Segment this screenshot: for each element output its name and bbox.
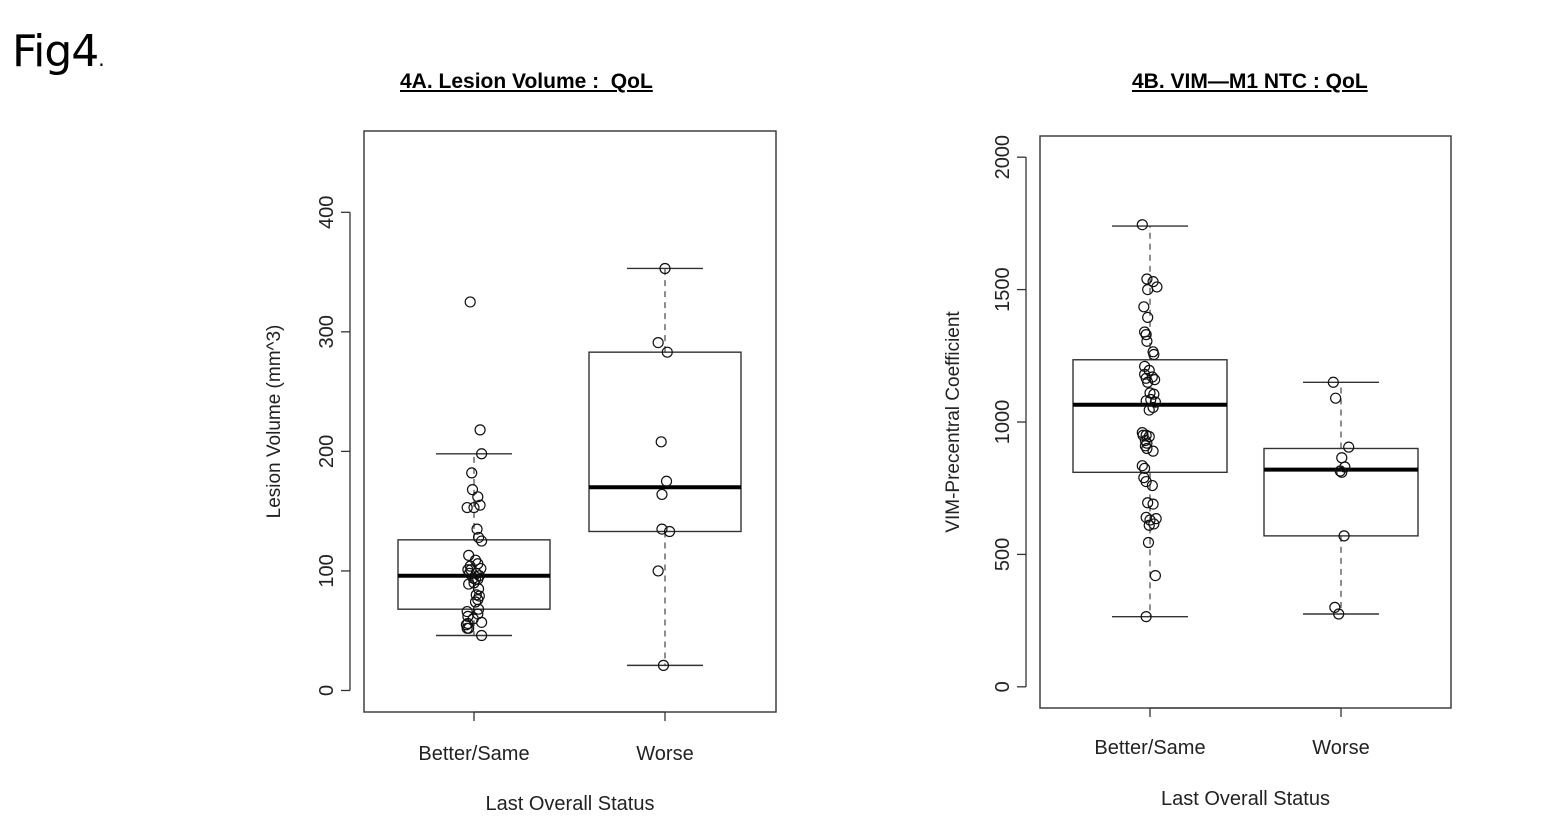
panel-b-y-tick-label: 1500	[992, 267, 1014, 312]
data-point	[1140, 329, 1152, 341]
panel-b-x-tick-label: Better/Same	[1094, 737, 1205, 759]
data-point	[1142, 536, 1155, 549]
data-point	[463, 578, 475, 590]
data-point	[1139, 440, 1151, 452]
panel-b-x-tick-label: Worse	[1312, 737, 1369, 759]
panel-a-y-axis-label: Lesion Volume (mm^3)	[264, 325, 285, 519]
data-point	[1329, 601, 1341, 613]
data-point	[476, 448, 488, 460]
data-point	[1149, 374, 1161, 386]
panel-a-x-tick-label: Better/Same	[418, 743, 529, 765]
data-point	[652, 565, 664, 577]
data-point	[474, 424, 486, 436]
panel-a-title: 4A. Lesion Volume : QoL	[400, 70, 653, 93]
panel-b-title: 4B. VIM—M1 NTC : QoL	[1132, 70, 1368, 93]
panel-b-box-worse	[1263, 381, 1419, 615]
panel-a-box-worse	[588, 267, 742, 667]
panel-b-x-axis-label: Last Overall Status	[1161, 788, 1330, 810]
data-point	[464, 296, 476, 308]
data-point	[659, 262, 671, 275]
data-point	[1141, 335, 1153, 347]
figure-label: Fig4.	[12, 26, 105, 77]
data-point	[469, 596, 482, 608]
data-point	[472, 531, 485, 544]
data-point	[1144, 514, 1156, 526]
data-point	[1149, 569, 1161, 582]
data-point	[657, 659, 670, 671]
data-point	[652, 336, 664, 349]
data-point	[656, 523, 668, 535]
data-point	[466, 484, 479, 496]
panel-a-y-tick-label: 300	[316, 315, 338, 348]
data-point	[660, 475, 673, 487]
data-point	[1343, 441, 1355, 453]
data-point	[1148, 518, 1160, 530]
data-point	[656, 488, 668, 501]
data-point	[1139, 434, 1151, 447]
data-point	[1141, 437, 1153, 449]
data-point	[1141, 273, 1153, 285]
data-point	[471, 523, 483, 535]
data-point	[661, 346, 673, 358]
data-point	[462, 610, 474, 622]
panel-a-y-tick-label: 0	[316, 685, 338, 696]
data-point	[472, 603, 485, 615]
iqr-box	[588, 351, 742, 533]
data-point	[1138, 301, 1150, 313]
panel-a-y-tick-label: 100	[316, 554, 338, 587]
data-point	[463, 622, 475, 634]
data-point	[1136, 219, 1148, 231]
data-point	[1147, 498, 1159, 510]
data-point	[1143, 519, 1155, 531]
data-point	[1149, 396, 1161, 408]
panel-a-y-tick-label: 400	[316, 196, 338, 229]
data-point	[1148, 348, 1160, 361]
data-point	[1150, 513, 1162, 525]
data-point	[474, 499, 486, 511]
data-point	[1142, 376, 1154, 388]
data-point	[1142, 283, 1154, 296]
data-point	[1336, 466, 1348, 478]
panel-a-x-axis-label: Last Overall Status	[486, 793, 655, 815]
data-point	[1147, 445, 1159, 457]
data-point	[462, 617, 474, 630]
panel-b-y-tick-label: 0	[992, 681, 1014, 692]
data-point	[655, 436, 667, 448]
data-point	[461, 501, 473, 514]
data-point	[663, 525, 676, 538]
data-point	[1139, 462, 1151, 474]
data-point	[1142, 311, 1154, 323]
panel-b-plot: 0 500 1000 1500 2000 VIM-Precentral Coefficie…	[943, 135, 1452, 810]
data-point	[476, 535, 488, 547]
data-point	[1333, 608, 1345, 620]
data-point	[461, 605, 473, 618]
data-point	[1140, 475, 1152, 488]
data-point	[1142, 497, 1154, 509]
panel-b-y-axis-label: VIM-Precentral Coefficient	[943, 311, 964, 533]
data-point	[1146, 479, 1158, 492]
panel-b-y-tick-label: 1000	[992, 400, 1014, 445]
data-point	[476, 616, 488, 628]
data-point	[1327, 376, 1339, 388]
data-point	[1330, 392, 1342, 404]
data-point	[468, 501, 480, 514]
data-point	[472, 583, 485, 595]
data-point	[466, 467, 478, 479]
data-point	[1140, 611, 1152, 623]
panel-b-y-tick-label: 500	[992, 538, 1014, 571]
panel-b-y-tick-label: 2000	[992, 135, 1014, 180]
data-point	[472, 491, 484, 503]
data-point	[476, 629, 488, 642]
iqr-box	[1263, 447, 1419, 537]
data-point	[1143, 430, 1155, 443]
data-point	[1334, 465, 1346, 477]
panel-a-plot: 0 100 200 300 400 Lesion Volume (mm^3) Better/…	[264, 130, 777, 815]
data-point	[1136, 460, 1148, 472]
panel-a-x-tick-label: Worse	[636, 743, 693, 765]
panel-a-y-tick-label: 200	[316, 435, 338, 468]
data-point	[1143, 404, 1155, 416]
data-point	[1338, 530, 1350, 542]
data-point	[1141, 442, 1153, 455]
